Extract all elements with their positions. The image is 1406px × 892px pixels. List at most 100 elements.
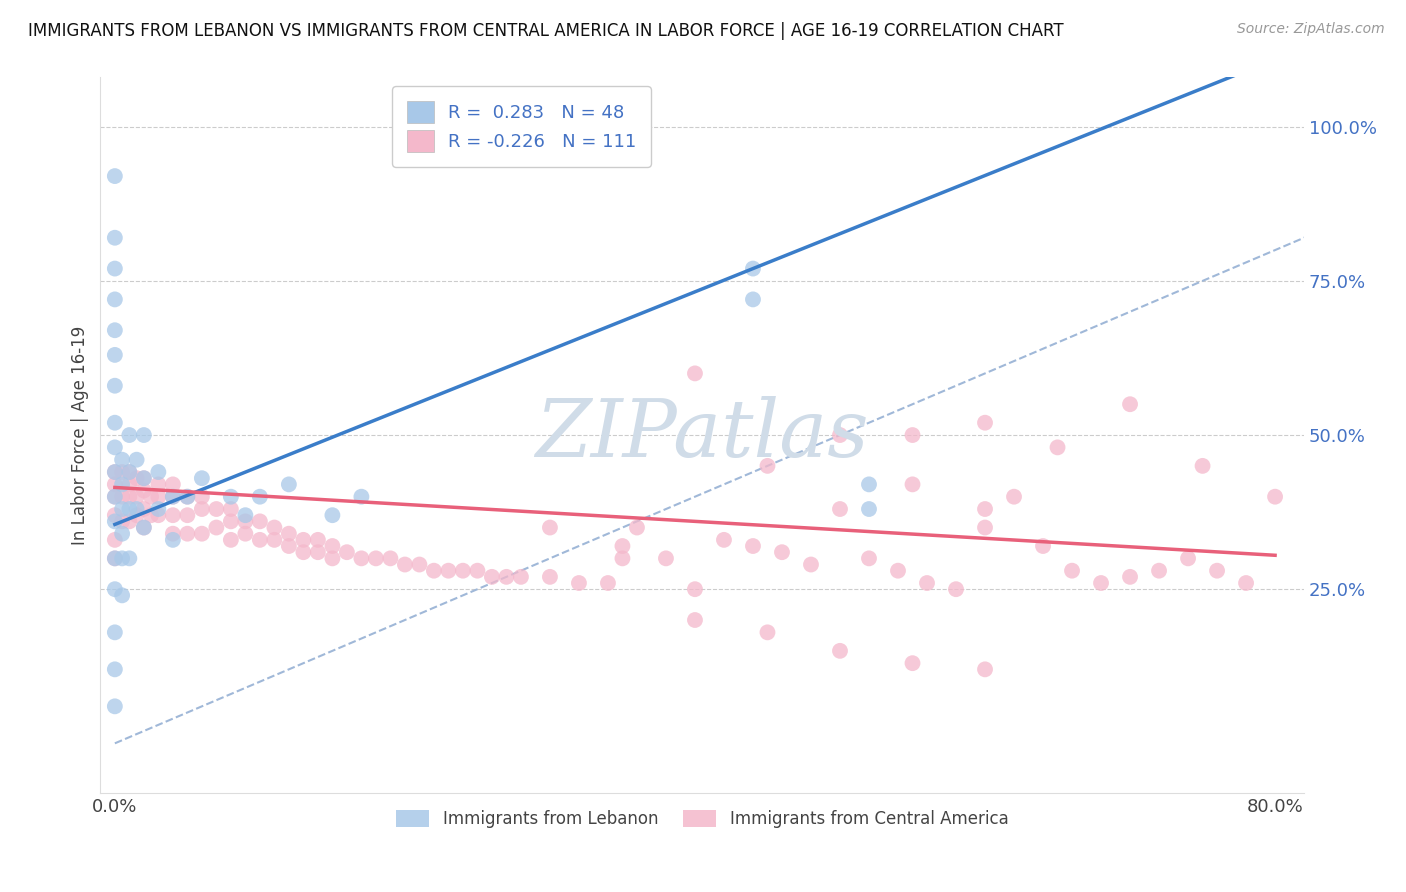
Point <box>249 533 271 547</box>
Point <box>148 490 170 504</box>
Point <box>132 483 155 498</box>
Point <box>191 502 214 516</box>
Point <box>132 428 155 442</box>
Point <box>1206 564 1229 578</box>
Point <box>321 508 343 523</box>
Point <box>111 490 134 504</box>
Point <box>742 261 765 276</box>
Point <box>451 564 474 578</box>
Point <box>118 514 141 528</box>
Point <box>1046 441 1069 455</box>
Point <box>176 490 198 504</box>
Point <box>596 576 619 591</box>
Point <box>104 169 127 183</box>
Point <box>125 502 148 516</box>
Point <box>887 564 910 578</box>
Point <box>974 416 997 430</box>
Point <box>321 539 343 553</box>
Point <box>277 526 299 541</box>
Point <box>292 533 315 547</box>
Point <box>408 558 430 572</box>
Point <box>148 465 170 479</box>
Point <box>770 545 793 559</box>
Point <box>104 514 127 528</box>
Point <box>162 508 184 523</box>
Point <box>495 570 517 584</box>
Point <box>364 551 387 566</box>
Y-axis label: In Labor Force | Age 16-19: In Labor Force | Age 16-19 <box>72 326 89 545</box>
Text: IMMIGRANTS FROM LEBANON VS IMMIGRANTS FROM CENTRAL AMERICA IN LABOR FORCE | AGE : IMMIGRANTS FROM LEBANON VS IMMIGRANTS FR… <box>28 22 1064 40</box>
Point <box>437 564 460 578</box>
Point <box>481 570 503 584</box>
Point <box>568 576 591 591</box>
Point <box>858 551 880 566</box>
Point <box>974 662 997 676</box>
Point <box>104 231 127 245</box>
Point <box>104 508 127 523</box>
Point <box>111 514 134 528</box>
Point <box>1060 564 1083 578</box>
Point <box>235 508 257 523</box>
Point <box>974 520 997 534</box>
Point <box>118 465 141 479</box>
Point <box>104 293 127 307</box>
Point <box>162 490 184 504</box>
Point <box>104 441 127 455</box>
Point <box>104 477 127 491</box>
Point <box>125 490 148 504</box>
Point <box>756 625 779 640</box>
Point <box>858 477 880 491</box>
Point <box>1264 490 1286 504</box>
Point <box>104 625 127 640</box>
Point <box>104 699 127 714</box>
Point <box>148 508 170 523</box>
Point <box>104 261 127 276</box>
Point <box>111 526 134 541</box>
Point <box>162 533 184 547</box>
Point <box>350 490 373 504</box>
Point <box>249 490 271 504</box>
Point <box>742 293 765 307</box>
Point <box>132 520 155 534</box>
Point <box>104 348 127 362</box>
Point <box>828 502 851 516</box>
Point <box>219 533 242 547</box>
Point <box>249 514 271 528</box>
Point <box>118 490 141 504</box>
Point <box>713 533 735 547</box>
Point <box>125 471 148 485</box>
Point <box>263 520 285 534</box>
Point <box>828 644 851 658</box>
Point <box>176 508 198 523</box>
Point <box>683 367 706 381</box>
Point <box>104 323 127 337</box>
Point <box>800 558 823 572</box>
Point <box>162 477 184 491</box>
Point <box>626 520 648 534</box>
Point <box>111 502 134 516</box>
Point <box>915 576 938 591</box>
Point <box>612 551 634 566</box>
Point <box>1032 539 1054 553</box>
Point <box>336 545 359 559</box>
Point <box>277 539 299 553</box>
Point <box>118 502 141 516</box>
Text: Source: ZipAtlas.com: Source: ZipAtlas.com <box>1237 22 1385 37</box>
Point <box>321 551 343 566</box>
Point <box>104 465 127 479</box>
Point <box>176 526 198 541</box>
Point <box>901 656 924 670</box>
Point <box>394 558 416 572</box>
Point <box>132 471 155 485</box>
Point <box>350 551 373 566</box>
Point <box>307 533 329 547</box>
Point <box>1147 564 1170 578</box>
Point <box>104 416 127 430</box>
Point <box>125 452 148 467</box>
Point <box>219 502 242 516</box>
Point <box>191 471 214 485</box>
Point <box>828 428 851 442</box>
Point <box>104 533 127 547</box>
Point <box>538 520 561 534</box>
Point <box>467 564 489 578</box>
